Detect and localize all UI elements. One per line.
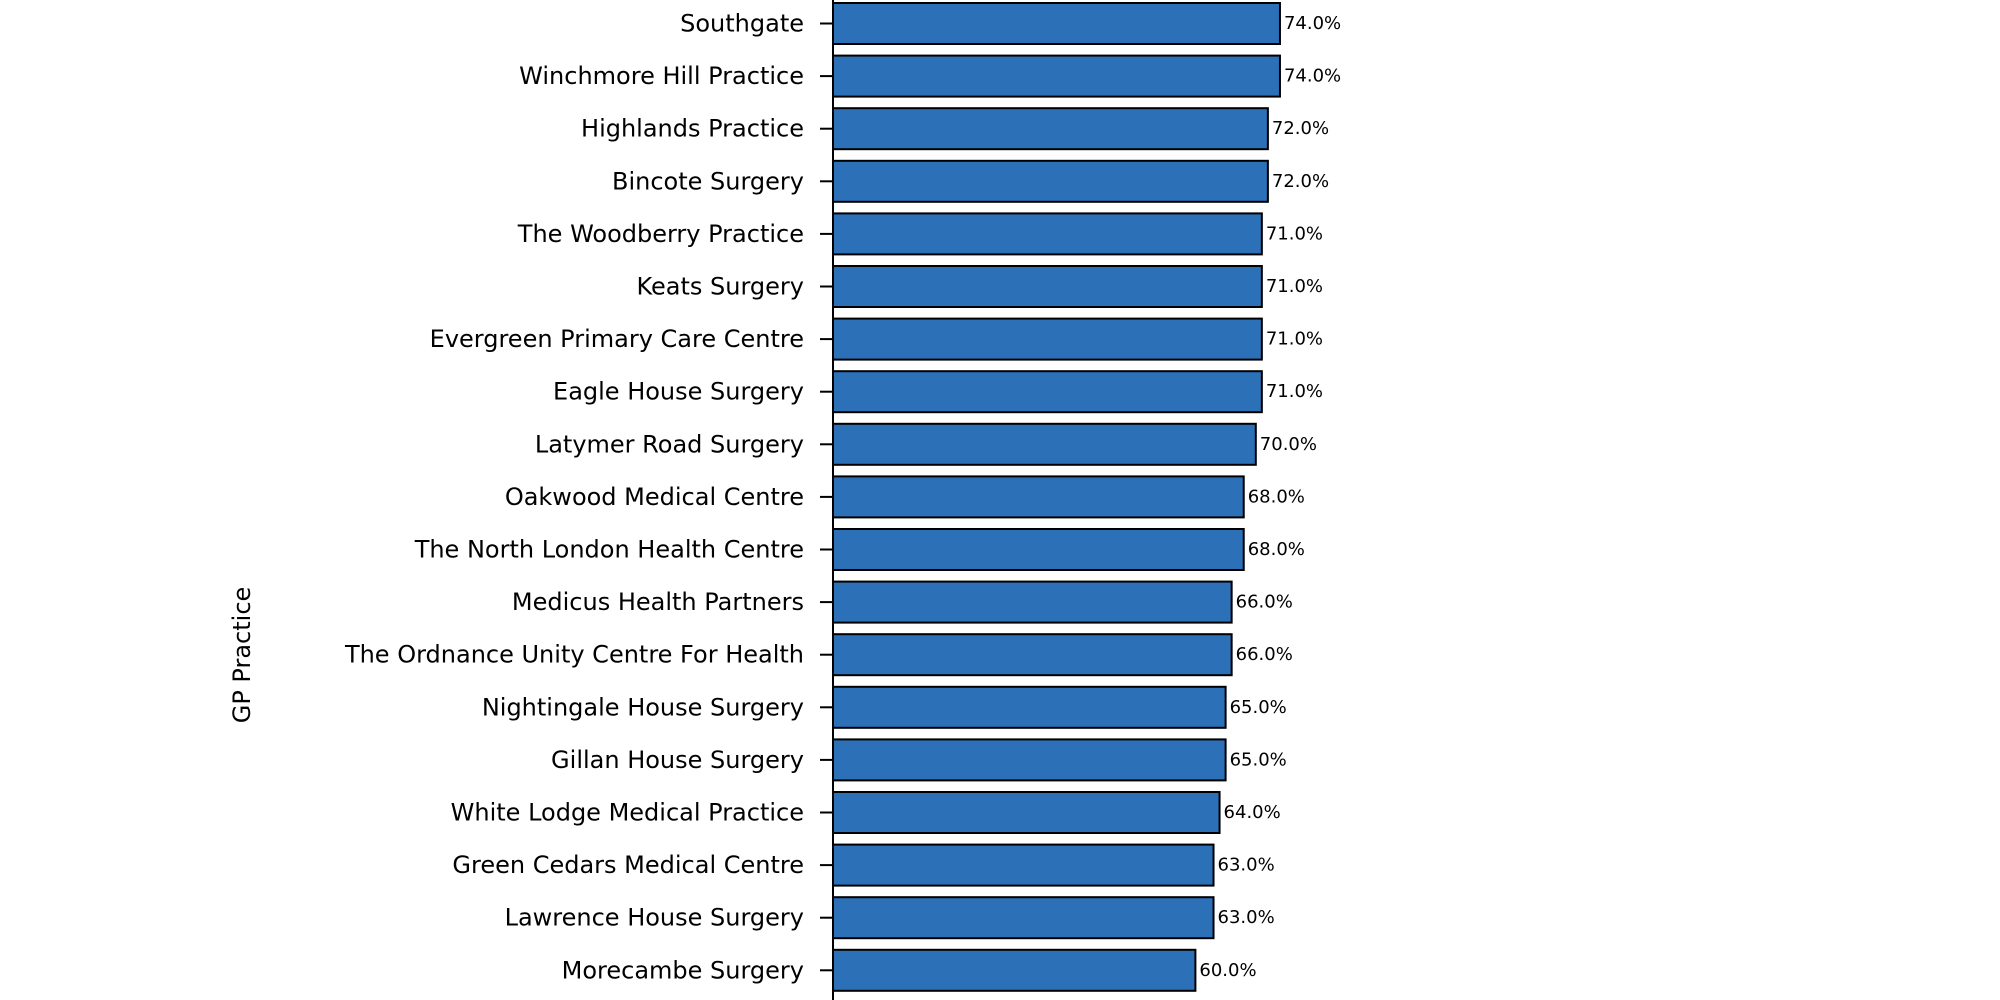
y-tick-label: The Woodberry Practice xyxy=(517,220,804,248)
bar-value-label: 60.0% xyxy=(1199,960,1256,981)
y-axis-label: GP Practice xyxy=(228,587,256,724)
y-tick-label: Southgate xyxy=(680,10,804,38)
bar xyxy=(832,422,1257,466)
bar-value-label: 65.0% xyxy=(1230,749,1287,770)
bar-value-label: 64.0% xyxy=(1224,802,1281,823)
bar xyxy=(832,317,1263,361)
bar xyxy=(832,896,1215,940)
y-tick-label: Latymer Road Surgery xyxy=(535,430,804,458)
bar-value-label: 71.0% xyxy=(1266,223,1323,244)
bar xyxy=(832,107,1269,151)
y-ticks-group: Southgate Winchmore Hill Practice Highland… xyxy=(344,10,833,984)
bar-value-label: 71.0% xyxy=(1266,329,1323,350)
y-tick-label: Morecambe Surgery xyxy=(562,956,804,984)
bar-value-label: 71.0% xyxy=(1266,276,1323,297)
y-tick-label: White Lodge Medical Practice xyxy=(451,799,804,827)
y-tick-label: Nightingale House Surgery xyxy=(482,693,804,721)
bar xyxy=(832,475,1245,519)
bar-value-label: 74.0% xyxy=(1284,13,1341,34)
bar-value-label: 70.0% xyxy=(1260,434,1317,455)
y-tick-label: Evergreen Primary Care Centre xyxy=(430,325,804,353)
bar-value-label: 65.0% xyxy=(1230,697,1287,718)
y-tick-label: Green Cedars Medical Centre xyxy=(452,851,804,879)
y-tick-label: Lawrence House Surgery xyxy=(505,904,804,932)
bar xyxy=(832,738,1227,782)
bar xyxy=(832,265,1263,308)
y-tick-label: Winchmore Hill Practice xyxy=(519,62,804,90)
bars-group: 74.0% 74.0% 72.0% 72.0% 71.0% 71.0% 71.0% 71.0%… xyxy=(832,2,1341,992)
bar xyxy=(832,54,1281,98)
bar xyxy=(832,633,1233,677)
bar-value-label: 66.0% xyxy=(1236,644,1293,665)
bar-value-label: 72.0% xyxy=(1272,171,1329,192)
bar-value-label: 74.0% xyxy=(1284,66,1341,87)
y-tick-label: Bincote Surgery xyxy=(612,167,804,195)
y-tick-label: The North London Health Centre xyxy=(414,536,804,564)
bar xyxy=(832,212,1263,256)
bar xyxy=(832,843,1215,887)
bar xyxy=(832,685,1227,729)
y-tick-label: Medicus Health Partners xyxy=(512,588,804,616)
bar-value-label: 63.0% xyxy=(1218,907,1275,928)
bar-value-label: 71.0% xyxy=(1266,381,1323,402)
bar xyxy=(832,159,1269,203)
bar-value-label: 63.0% xyxy=(1218,855,1275,876)
y-tick-label: Eagle House Surgery xyxy=(553,378,804,406)
bar-value-label: 68.0% xyxy=(1248,539,1305,560)
bar xyxy=(832,370,1263,414)
y-tick-label: Gillan House Surgery xyxy=(551,746,804,774)
bar xyxy=(832,2,1281,45)
y-tick-label: The Ordnance Unity Centre For Health xyxy=(344,641,804,669)
bar xyxy=(832,528,1245,571)
y-tick-label: Highlands Practice xyxy=(581,115,804,143)
bar-value-label: 68.0% xyxy=(1248,486,1305,507)
bar-value-label: 72.0% xyxy=(1272,118,1329,139)
y-tick-label: Oakwood Medical Centre xyxy=(505,483,804,511)
bar xyxy=(832,791,1221,834)
bar-value-label: 66.0% xyxy=(1236,592,1293,613)
bar xyxy=(832,580,1233,624)
y-tick-label: Keats Surgery xyxy=(636,273,804,301)
bar xyxy=(832,948,1197,992)
